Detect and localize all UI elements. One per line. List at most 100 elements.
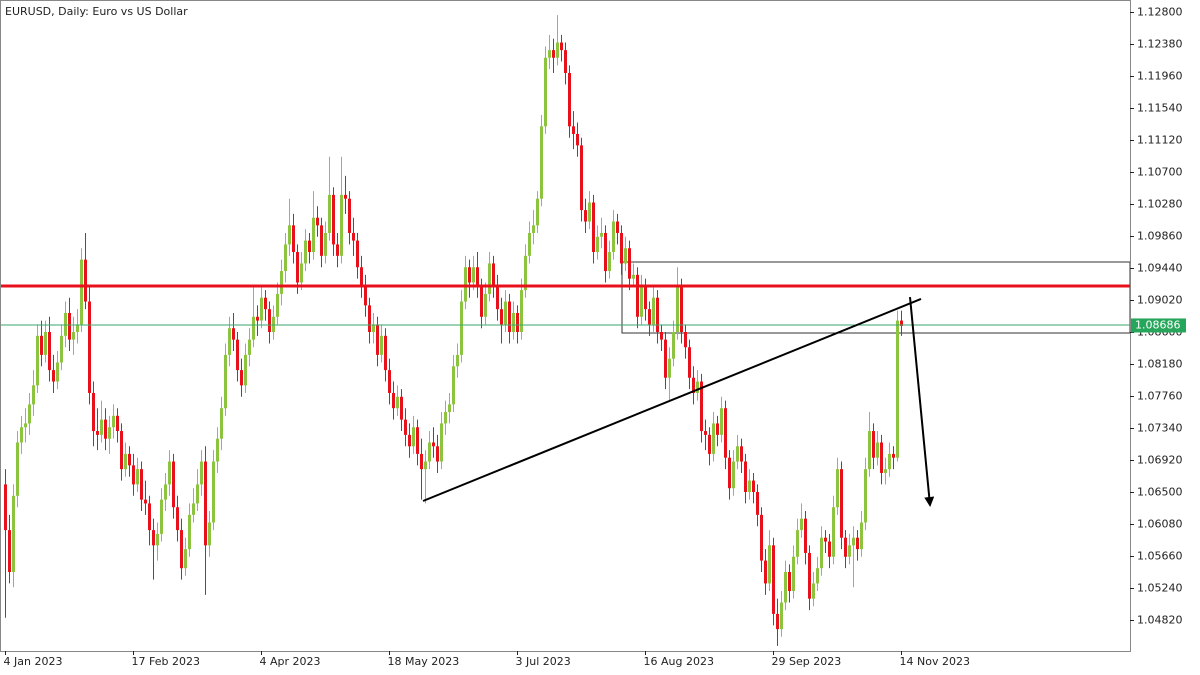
- candle-body: [268, 309, 271, 333]
- price-label-box: [1131, 318, 1186, 333]
- candle-body: [208, 522, 211, 546]
- candle-body: [428, 442, 431, 462]
- candle-body: [500, 309, 503, 325]
- candle-body: [852, 537, 855, 546]
- candle-body: [176, 507, 179, 531]
- candle-body: [668, 358, 671, 378]
- candle-body: [596, 236, 599, 253]
- candle-body: [332, 194, 335, 245]
- candle-body: [556, 42, 559, 58]
- candle-body: [340, 194, 343, 256]
- candle-body: [400, 396, 403, 420]
- candle-body: [644, 286, 647, 310]
- candle-body: [184, 549, 187, 569]
- candle-body: [28, 404, 31, 424]
- candle-body: [564, 50, 567, 73]
- candle-body: [520, 290, 523, 333]
- candle-body: [720, 408, 723, 435]
- candle-body: [656, 297, 659, 333]
- candle-body: [460, 301, 463, 355]
- y-tick-label: 1.06920: [1137, 454, 1183, 467]
- candle-body: [448, 404, 451, 413]
- candle-body: [796, 530, 799, 557]
- candle-body: [196, 484, 199, 504]
- candle-body: [132, 465, 135, 485]
- y-tick-label: 1.11120: [1137, 134, 1183, 147]
- candle-body: [84, 259, 87, 302]
- candle-body: [676, 286, 679, 333]
- candle-body: [468, 267, 471, 283]
- y-tick-label: 1.07760: [1137, 390, 1183, 403]
- candle-body: [96, 431, 99, 435]
- candle-body: [148, 503, 151, 531]
- candle-body: [388, 370, 391, 393]
- candle-body: [188, 514, 191, 550]
- x-tick-label: 29 Sep 2023: [772, 655, 842, 668]
- candle-body: [464, 267, 467, 302]
- candle-body: [612, 221, 615, 253]
- candle-body: [252, 316, 255, 340]
- candle-body: [684, 332, 687, 348]
- candle-body: [548, 50, 551, 58]
- candle-body: [896, 320, 899, 458]
- candle-body: [136, 469, 139, 485]
- candle-body: [876, 442, 879, 458]
- candle-body: [784, 571, 787, 603]
- candle-body: [4, 484, 7, 531]
- candle-body: [860, 522, 863, 550]
- candle-body: [832, 507, 835, 557]
- y-tick-label: 1.12380: [1137, 38, 1183, 51]
- candle-body: [228, 328, 231, 355]
- candle-body: [384, 335, 387, 371]
- candle-body: [300, 263, 303, 283]
- candle-body: [616, 221, 619, 233]
- candle-body: [356, 240, 359, 268]
- candle-body: [372, 324, 375, 333]
- y-tick-label: 1.09440: [1137, 262, 1183, 275]
- candle-body: [164, 484, 167, 500]
- candle-body: [20, 427, 23, 443]
- candle-body: [636, 274, 639, 317]
- candle-body: [404, 419, 407, 435]
- candle-body: [36, 335, 39, 386]
- candle-body: [444, 412, 447, 424]
- candle-body: [8, 530, 11, 572]
- candle-body: [848, 545, 851, 557]
- candle-body: [748, 480, 751, 493]
- candle-body: [700, 381, 703, 432]
- candle-body: [792, 556, 795, 592]
- candle-body: [256, 316, 259, 321]
- candle-body: [484, 293, 487, 317]
- candle-body: [408, 434, 411, 447]
- candle-body: [424, 461, 427, 470]
- candle-body: [120, 431, 123, 470]
- candle-body: [192, 503, 195, 515]
- candle-body: [692, 377, 695, 393]
- candle-body: [872, 431, 875, 458]
- y-tick-label: 1.04820: [1137, 614, 1183, 627]
- y-tick-label: 1.08180: [1137, 358, 1183, 371]
- candle-body: [368, 305, 371, 333]
- candle-body: [880, 442, 883, 473]
- candle-body: [432, 442, 435, 447]
- candle-body: [44, 332, 47, 355]
- candle-body: [116, 415, 119, 432]
- candle-body: [492, 263, 495, 287]
- candle-body: [884, 469, 887, 473]
- candle-body: [452, 366, 455, 405]
- y-tick-label: 1.09860: [1137, 230, 1183, 243]
- candle-body: [768, 545, 771, 584]
- candle-body: [536, 198, 539, 226]
- candle-body: [868, 431, 871, 470]
- candle-body: [544, 57, 547, 127]
- candle-body: [624, 248, 627, 264]
- candle-body: [760, 514, 763, 561]
- candle-body: [504, 301, 507, 325]
- candle-body: [168, 461, 171, 485]
- candle-body: [780, 602, 783, 630]
- candle-body: [664, 339, 667, 378]
- candle-body: [204, 461, 207, 546]
- y-tick-label: 1.10700: [1137, 166, 1183, 179]
- candle-body: [440, 423, 443, 462]
- candle-body: [112, 415, 115, 428]
